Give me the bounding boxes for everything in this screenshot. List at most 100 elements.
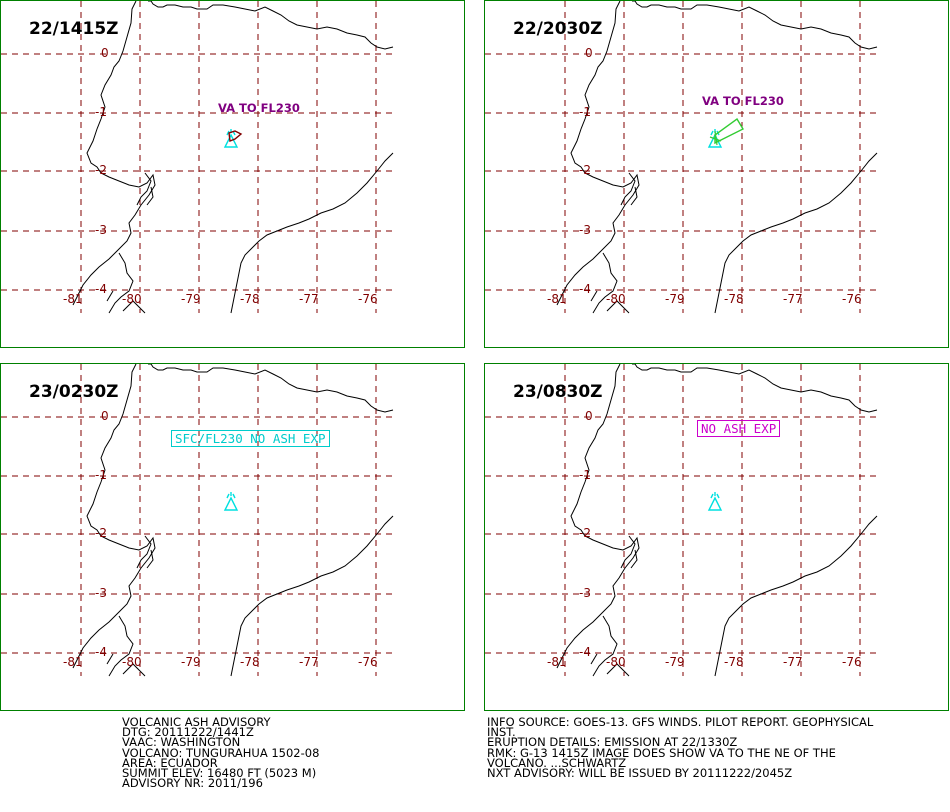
volcano-triangle-icon: [223, 492, 239, 511]
lat-label: -3: [95, 223, 107, 237]
lat-label: -3: [579, 586, 591, 600]
grid-lines: [1, 364, 393, 676]
map-boundary-line: [632, 364, 878, 413]
coastline-borders: [556, 364, 878, 677]
lon-label: -76: [842, 292, 862, 306]
lon-label: -78: [240, 292, 260, 306]
lat-label: -1: [579, 105, 591, 119]
text-line: RMK: G-13 1415Z IMAGE DOES SHOW VA TO TH…: [487, 745, 836, 760]
lat-label: 0: [101, 46, 109, 60]
map-boundary-line: [106, 252, 146, 314]
map-boundary-line: [556, 1, 640, 306]
map-boundary-line: [106, 615, 146, 677]
text-line: ERUPTION DETAILS: EMISSION AT 22/1330Z: [487, 735, 738, 750]
lon-label: -81: [547, 655, 567, 669]
ash-annotation: NO ASH EXP: [697, 420, 781, 437]
panel-time: 22/2030Z: [513, 19, 603, 39]
lon-label: -79: [665, 292, 685, 306]
ash-cloud-observed: [228, 130, 243, 142]
map-svg: [1, 1, 394, 314]
lon-label: -79: [181, 655, 201, 669]
lon-label: -80: [606, 655, 626, 669]
lon-label: -78: [724, 292, 744, 306]
lon-label: -76: [842, 655, 862, 669]
map-svg: [485, 364, 878, 677]
map-boundary-line: [714, 515, 878, 677]
lon-label: -76: [358, 292, 378, 306]
map-panel-4: 23/0830Z 0 -1 -2 -3 -4 -81 -80 -79 -78 -77 -76 NO A…: [484, 363, 949, 711]
map-boundary-line: [590, 615, 630, 677]
map-svg: [485, 1, 878, 314]
lat-label: -4: [95, 282, 107, 296]
panel-time: 22/1415Z: [29, 19, 119, 39]
grid-lines: [1, 1, 393, 313]
map-boundary-line: [148, 364, 394, 413]
lon-label: -77: [783, 292, 803, 306]
lon-label: -81: [63, 655, 83, 669]
lat-label: -1: [95, 105, 107, 119]
map-boundary-line: [136, 535, 154, 569]
lat-label: 0: [585, 409, 593, 423]
lat-label: 0: [101, 409, 109, 423]
map-boundary-line: [632, 1, 878, 50]
coastline-borders: [72, 364, 394, 677]
lat-label: -2: [95, 526, 107, 540]
volcano-triangle-icon: [707, 492, 723, 511]
ash-cloud-forecast: [714, 117, 744, 145]
grid-lines: [485, 364, 877, 676]
lat-label: -4: [579, 282, 591, 296]
text-line: VOLCANIC ASH ADVISORY: [122, 715, 271, 729]
lat-label: -2: [579, 163, 591, 177]
map-boundary-line: [620, 172, 638, 206]
lat-label: -2: [579, 526, 591, 540]
lon-label: -80: [122, 655, 142, 669]
advisory-details-text: INFO SOURCE: GOES-13. GFS WINDS. PILOT R…: [487, 715, 874, 780]
advisory-header-text: VOLCANIC ASH ADVISORY DTG: 20111222/1441…: [122, 715, 319, 791]
lon-label: -77: [783, 655, 803, 669]
map-boundary-line: [590, 252, 630, 314]
map-svg: [1, 364, 394, 677]
ash-annotation: VA TO FL230: [218, 101, 300, 115]
map-boundary-line: [136, 172, 154, 206]
map-boundary-line: [714, 152, 878, 314]
map-boundary-line: [148, 1, 394, 50]
lat-label: 0: [585, 46, 593, 60]
lon-label: -79: [665, 655, 685, 669]
ash-annotation: VA TO FL230: [702, 94, 784, 108]
lat-label: -1: [95, 468, 107, 482]
lon-label: -79: [181, 292, 201, 306]
map-panel-2: 22/2030Z 0 -1 -2 -3 -4 -81 -80 -79 -78 -77 -76 VA T…: [484, 0, 949, 348]
ash-annotation: SFC/FL230 NO ASH EXP: [171, 430, 330, 447]
lat-label: -4: [579, 645, 591, 659]
text-line: SUMMIT ELEV: 16480 FT (5023 M): [122, 765, 317, 780]
lat-label: -3: [579, 223, 591, 237]
text-line: DTG: 20111222/1441Z: [122, 725, 254, 740]
lon-label: -78: [240, 655, 260, 669]
text-line: ADVISORY NR: 2011/196: [122, 776, 263, 791]
lon-label: -81: [547, 292, 567, 306]
panel-time: 23/0830Z: [513, 382, 603, 402]
lat-label: -1: [579, 468, 591, 482]
text-line: INFO SOURCE: GOES-13. GFS WINDS. PILOT R…: [487, 715, 874, 729]
map-boundary-line: [230, 152, 394, 314]
text-line: NXT ADVISORY: WILL BE ISSUED BY 20111222…: [487, 765, 793, 780]
map-boundary-line: [72, 1, 156, 306]
map-boundary-line: [72, 364, 156, 669]
lon-label: -78: [724, 655, 744, 669]
lat-label: -2: [95, 163, 107, 177]
map-boundary-line: [230, 515, 394, 677]
map-panel-1: 22/1415Z 0 -1 -2 -3 -4 -81 -80 -79 -78 -77 -76 VA T…: [0, 0, 465, 348]
text-line: INST.: [487, 725, 516, 740]
panel-time: 23/0230Z: [29, 382, 119, 402]
volcano-triangle-icon: [223, 129, 239, 148]
text-line: VAAC: WASHINGTON: [122, 735, 241, 750]
lon-label: -77: [299, 292, 319, 306]
lat-label: -4: [95, 645, 107, 659]
lon-label: -81: [63, 292, 83, 306]
lon-label: -77: [299, 655, 319, 669]
coastline-borders: [556, 1, 878, 314]
coastline-borders: [72, 1, 394, 314]
map-panel-3: 23/0230Z 0 -1 -2 -3 -4 -81 -80 -79 -78 -77 -76 SFC/…: [0, 363, 465, 711]
lon-label: -76: [358, 655, 378, 669]
grid-lines: [485, 1, 877, 313]
